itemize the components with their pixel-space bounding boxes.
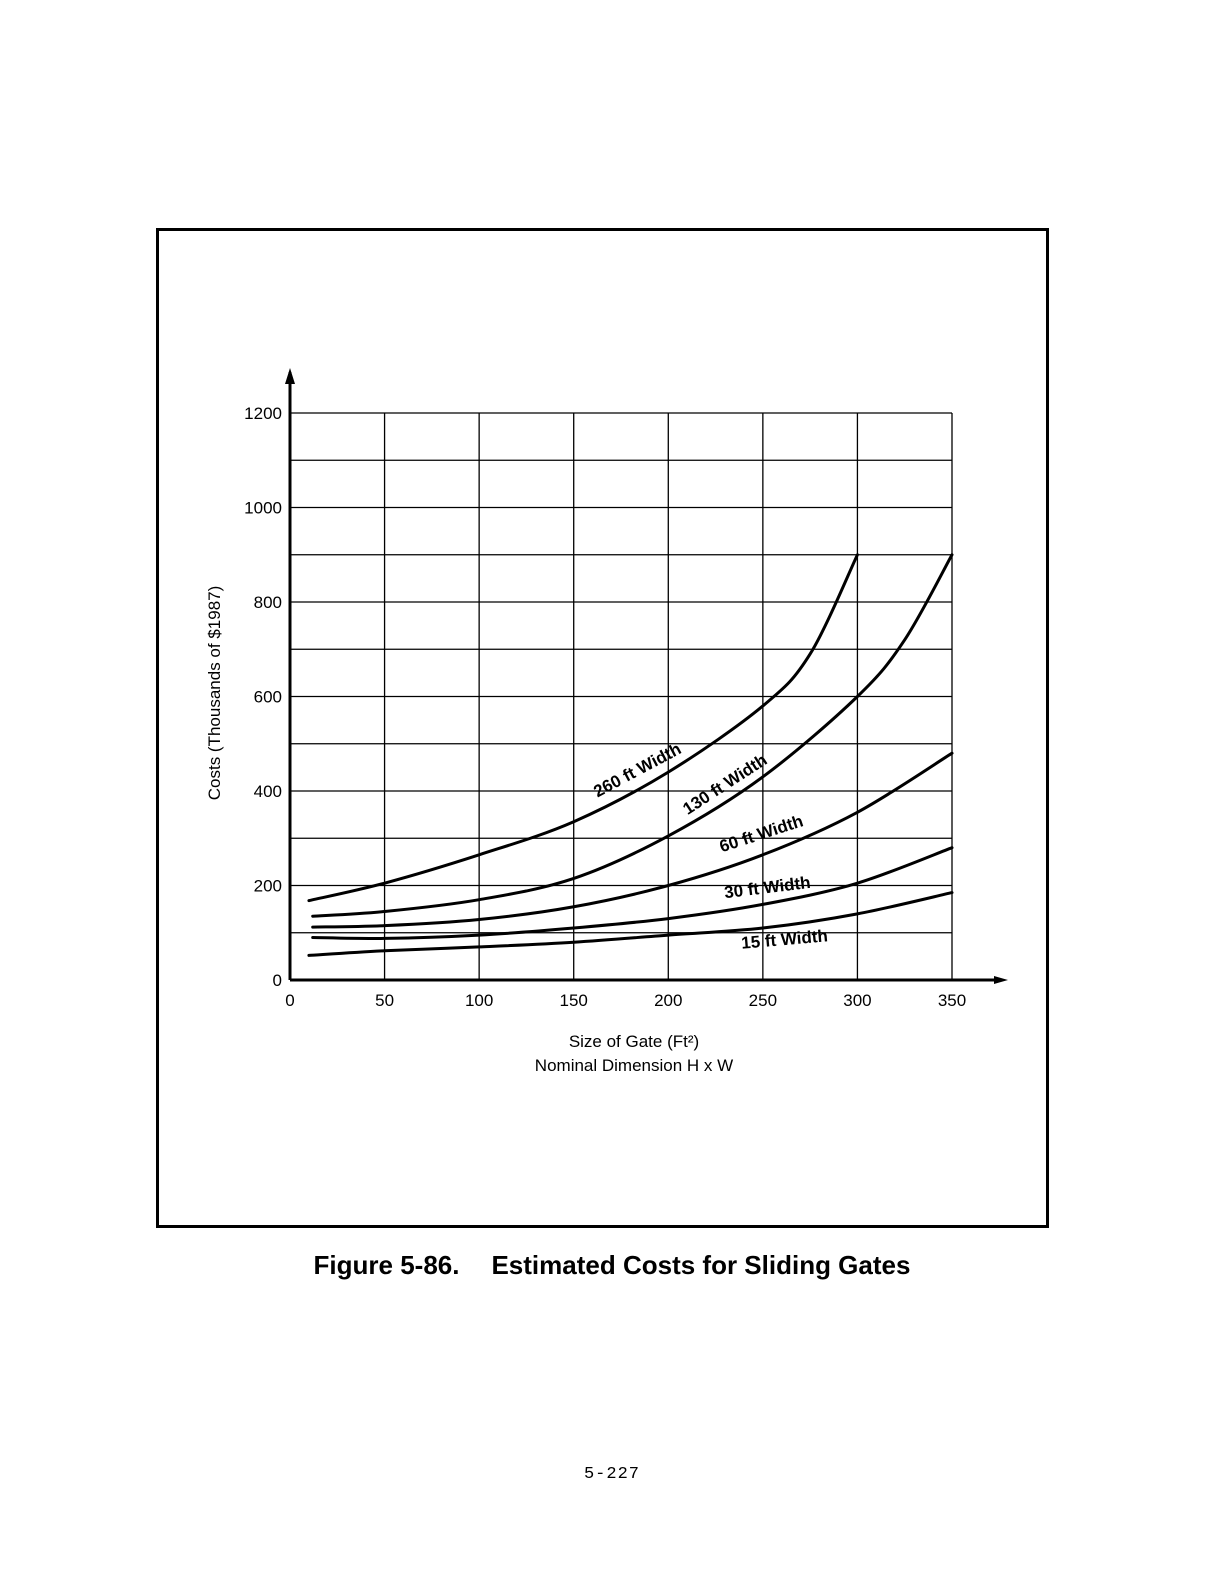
x-tick-label: 300	[843, 991, 871, 1010]
x-tick-label: 0	[285, 991, 294, 1010]
figure-number: Figure 5-86.	[313, 1250, 460, 1280]
page-number: 5-227	[583, 1465, 640, 1484]
series-line-30-ft-width	[311, 846, 954, 940]
x-tick-label: 150	[560, 991, 588, 1010]
series-line-260-ft-width	[307, 553, 859, 903]
x-axis-arrow	[994, 976, 1008, 984]
y-tick-label: 200	[254, 877, 282, 896]
series-line-15-ft-width	[307, 891, 954, 957]
y-tick-label: 600	[254, 688, 282, 707]
y-tick-label: 800	[254, 593, 282, 612]
x-tick-label: 250	[749, 991, 777, 1010]
x-axis-label: Size of Gate (Ft²)	[569, 1032, 699, 1051]
figure-caption: Figure 5-86. Estimated Costs for Sliding …	[0, 1250, 1224, 1281]
series-line-60-ft-width	[311, 751, 954, 929]
y-tick-label: 400	[254, 782, 282, 801]
x-tick-label: 200	[654, 991, 682, 1010]
y-axis-label: Costs (Thousands of $1987)	[205, 586, 224, 801]
x-tick-labels: 0 50 100 150 200 250 300 350	[285, 991, 966, 1010]
grid	[290, 412, 953, 980]
x-tick-label: 50	[375, 991, 394, 1010]
y-tick-labels: 0 200 400 600 800 1000 1200	[244, 404, 282, 990]
figure-title: Estimated Costs for Sliding Gates	[491, 1250, 911, 1280]
y-tick-label: 0	[273, 971, 282, 990]
series-lines	[307, 553, 954, 957]
y-tick-label: 1000	[244, 499, 282, 518]
y-tick-label: 1200	[244, 404, 282, 423]
x-tick-label: 350	[938, 991, 966, 1010]
series-line-130-ft-width	[311, 553, 954, 918]
series-label-130-ft-width: 130 ft Width	[679, 750, 770, 818]
figure-frame	[156, 228, 1049, 1228]
axes	[285, 368, 1008, 984]
series-label-60-ft-width: 60 ft Width	[717, 811, 805, 856]
x-tick-label: 100	[465, 991, 493, 1010]
y-axis-arrow	[285, 368, 295, 384]
x-axis-label-secondary: Nominal Dimension H x W	[535, 1056, 733, 1075]
